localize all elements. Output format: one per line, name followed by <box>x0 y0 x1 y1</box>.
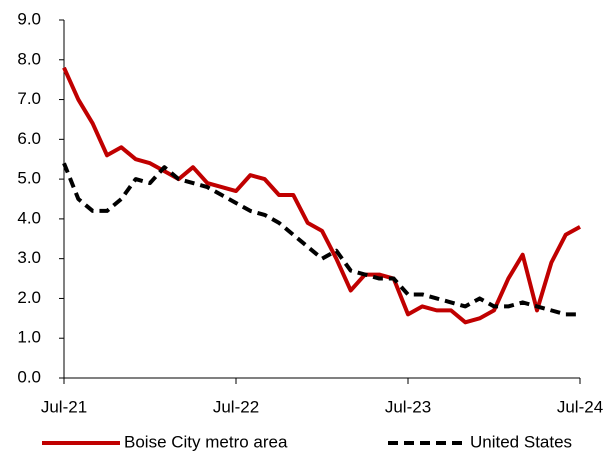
y-tick-label: 6.0 <box>17 129 41 148</box>
y-tick-label: 8.0 <box>17 49 41 68</box>
x-tick-label: Jul-24 <box>557 397 603 416</box>
y-tick-label: 3.0 <box>17 248 41 267</box>
data-line <box>62 162 580 317</box>
x-tick-label: Jul-21 <box>41 397 87 416</box>
y-tick-label: 1.0 <box>17 328 41 347</box>
y-tick-label: 4.0 <box>17 208 41 227</box>
y-tick-label: 7.0 <box>17 89 41 108</box>
x-tick-label: Jul-23 <box>385 397 431 416</box>
data-line <box>62 66 581 325</box>
y-tick-label: 9.0 <box>17 9 41 28</box>
x-tick-label: Jul-22 <box>213 397 259 416</box>
legend-label: United States <box>470 432 572 451</box>
y-tick-label: 2.0 <box>17 288 41 307</box>
y-tick-label: 5.0 <box>17 169 41 188</box>
y-tick-label: 0.0 <box>17 367 41 386</box>
legend-label: Boise City metro area <box>124 432 288 451</box>
